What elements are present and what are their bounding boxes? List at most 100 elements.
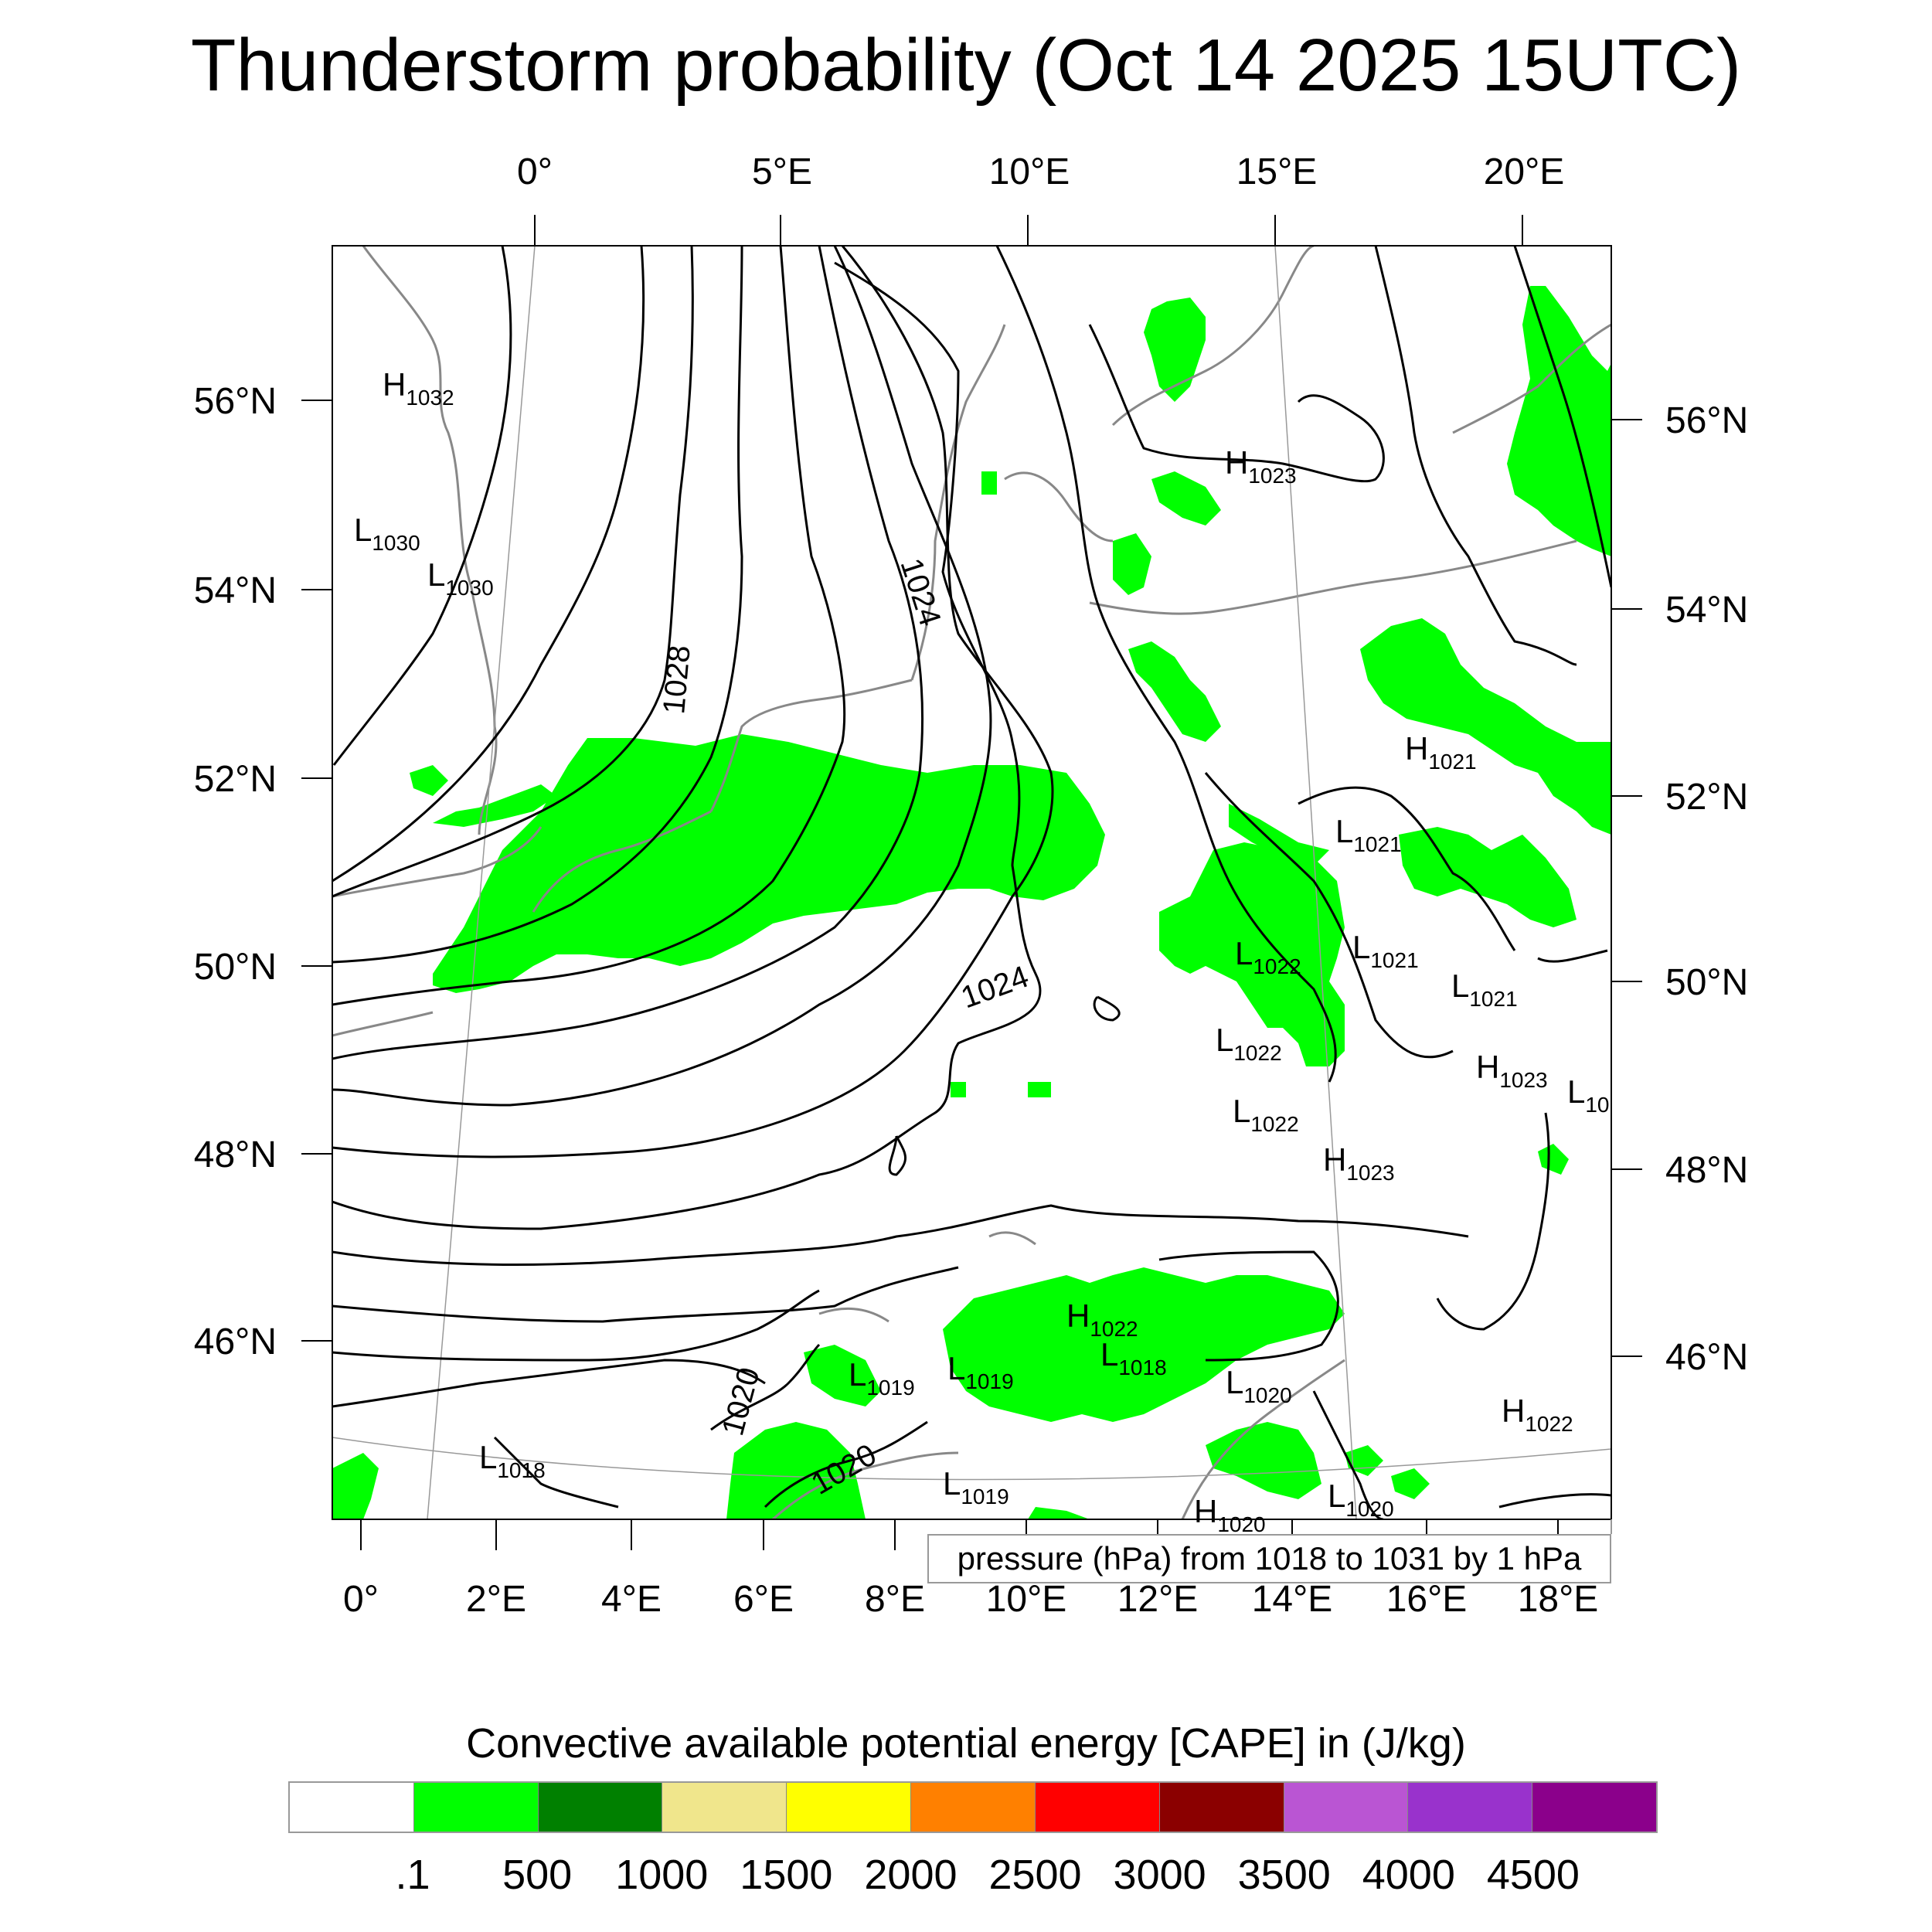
isobar-label: 1024: [893, 554, 947, 630]
isobar-line: [332, 246, 512, 766]
isobar-line: [1312, 1390, 1384, 1519]
isobars: [332, 246, 1611, 1519]
isobar-line: [332, 1359, 766, 1408]
isobar-line: [1498, 1493, 1611, 1509]
colorbar: [288, 1781, 1658, 1833]
bottom-lon-label: 0°: [343, 1579, 379, 1620]
chart-title: Thunderstorm probability (Oct 14 2025 15…: [190, 24, 1742, 107]
left-lat-label: 46°N: [194, 1321, 277, 1362]
coast-gulf-genoa: [771, 1451, 959, 1519]
cape-area-istria: [1206, 1422, 1321, 1499]
low-pressure-center: L1019: [943, 1465, 1009, 1509]
low-pressure-center: L1021: [1335, 813, 1402, 856]
cape-area-bornholm: [1151, 471, 1221, 526]
top-lon-label: 10°E: [989, 151, 1070, 192]
isobar-line: [1513, 246, 1611, 588]
high-pressure-center: H1020: [1194, 1493, 1266, 1536]
right-lat-label: 50°N: [1665, 962, 1748, 1003]
cape-area-baltic-east: [1507, 286, 1611, 556]
colorbar-swatch: [911, 1783, 1036, 1832]
cape-area-alps-center: [943, 1267, 1345, 1422]
cape-area-sweden: [1144, 298, 1206, 402]
colorbar-label: 2000: [864, 1852, 957, 1898]
colorbar-label: 1500: [740, 1852, 833, 1898]
coast-bay-biscay: [332, 1011, 434, 1037]
isobar-line: [332, 1289, 820, 1362]
high-pressure-center: H1023: [1225, 444, 1297, 488]
top-lon-label: 20°E: [1484, 151, 1565, 192]
bottom-lon-label: 14°E: [1252, 1579, 1333, 1620]
coast-low-countries: [709, 679, 913, 812]
colorbar-swatch: [1408, 1783, 1533, 1832]
right-lat-label: 56°N: [1665, 400, 1748, 441]
bottom-lon-label: 10°E: [986, 1579, 1067, 1620]
cape-area-luxembourg: [951, 1082, 966, 1097]
low-pressure-center: L1030: [354, 512, 420, 555]
colorbar-swatch: [413, 1783, 539, 1832]
colorbar-swatch: [1284, 1783, 1409, 1832]
coast-sweden-south: [1111, 246, 1315, 427]
left-lat-label: 48°N: [194, 1134, 277, 1175]
low-pressure-center: L1021: [1352, 929, 1419, 972]
isobar-label: 1028: [657, 644, 697, 715]
colorbar-label: 3000: [1113, 1852, 1206, 1898]
cape-area-poland-south: [1229, 804, 1329, 866]
low-pressure-center: L1022: [1216, 1022, 1282, 1065]
right-lat-label: 46°N: [1665, 1337, 1748, 1378]
coast-uk-south: [332, 826, 543, 898]
low-pressure-center: L10: [1567, 1073, 1610, 1117]
colorbar-label: 500: [502, 1852, 573, 1898]
pressure-note: pressure (hPa) from 1018 to 1031 by 1 hP…: [927, 1534, 1611, 1583]
left-lat-label: 50°N: [194, 947, 277, 988]
plot-frame: [332, 245, 1612, 1520]
isobar-line: [332, 246, 645, 883]
left-lat-label: 52°N: [194, 759, 277, 800]
colorbar-swatch: [787, 1783, 912, 1832]
high-pressure-center: H1022: [1066, 1298, 1138, 1341]
parallel-45: [332, 1437, 1611, 1481]
bottom-lon-label: 16°E: [1386, 1579, 1468, 1620]
isobar-line: [332, 1204, 1469, 1267]
high-pressure-center: H1021: [1405, 730, 1477, 774]
isobar-line: [1158, 1250, 1339, 1362]
cape-area-germany-north: [1113, 533, 1151, 595]
bottom-lon-label: 4°E: [601, 1579, 662, 1620]
left-lat-label: 54°N: [194, 570, 277, 611]
low-pressure-center: L1030: [427, 556, 494, 600]
isobar-1020: [710, 1343, 821, 1431]
meridian-0: [427, 246, 536, 1519]
low-pressure-center: L1020: [1328, 1478, 1394, 1521]
colorbar-label: 3500: [1237, 1852, 1331, 1898]
bottom-lon-label: 2°E: [466, 1579, 526, 1620]
coast-lake-geneva: [818, 1307, 889, 1323]
coastlines: [332, 246, 1611, 1519]
high-pressure-center: H1023: [1323, 1141, 1395, 1185]
coast-danish-isles: [1004, 471, 1114, 543]
colorbar-swatch: [1159, 1783, 1284, 1832]
high-pressure-center: H1022: [1502, 1393, 1573, 1436]
right-lat-label: 52°N: [1665, 777, 1748, 818]
low-pressure-center: L1019: [849, 1356, 915, 1400]
coast-gulf-riga: [1452, 323, 1611, 434]
low-pressure-center: L1019: [947, 1350, 1014, 1393]
right-lat-label: 48°N: [1665, 1150, 1748, 1191]
cape-area-misc: [1028, 1082, 1051, 1097]
low-pressure-center: L1021: [1451, 968, 1518, 1011]
colorbar-label: 4000: [1362, 1852, 1455, 1898]
isobar-line: [995, 246, 1337, 1083]
colorbar-swatch: [662, 1783, 787, 1832]
pressure-centers: H1032L1030L1030H1023H1021L1021L1021L1021…: [354, 366, 1610, 1536]
isobar-line: [888, 1135, 907, 1176]
coast-bodensee: [988, 1231, 1036, 1246]
colorbar-label: 4500: [1486, 1852, 1580, 1898]
low-pressure-center: L1022: [1233, 1093, 1299, 1136]
low-pressure-center: L1020: [1226, 1364, 1292, 1407]
cape-area-baltic-sea: [981, 471, 997, 495]
top-lon-label: 15°E: [1236, 151, 1318, 192]
isobar-line: [332, 1266, 959, 1323]
isobar-line: [1374, 246, 1577, 666]
axis-labels: 0° 5°E 10°E 15°E 20°E 0° 2°E 4°E 6°E 8°E…: [194, 151, 1749, 1620]
low-pressure-center: L1022: [1235, 935, 1301, 978]
colorbar-label: .1: [395, 1852, 430, 1898]
cape-area-silesia: [1399, 827, 1577, 927]
